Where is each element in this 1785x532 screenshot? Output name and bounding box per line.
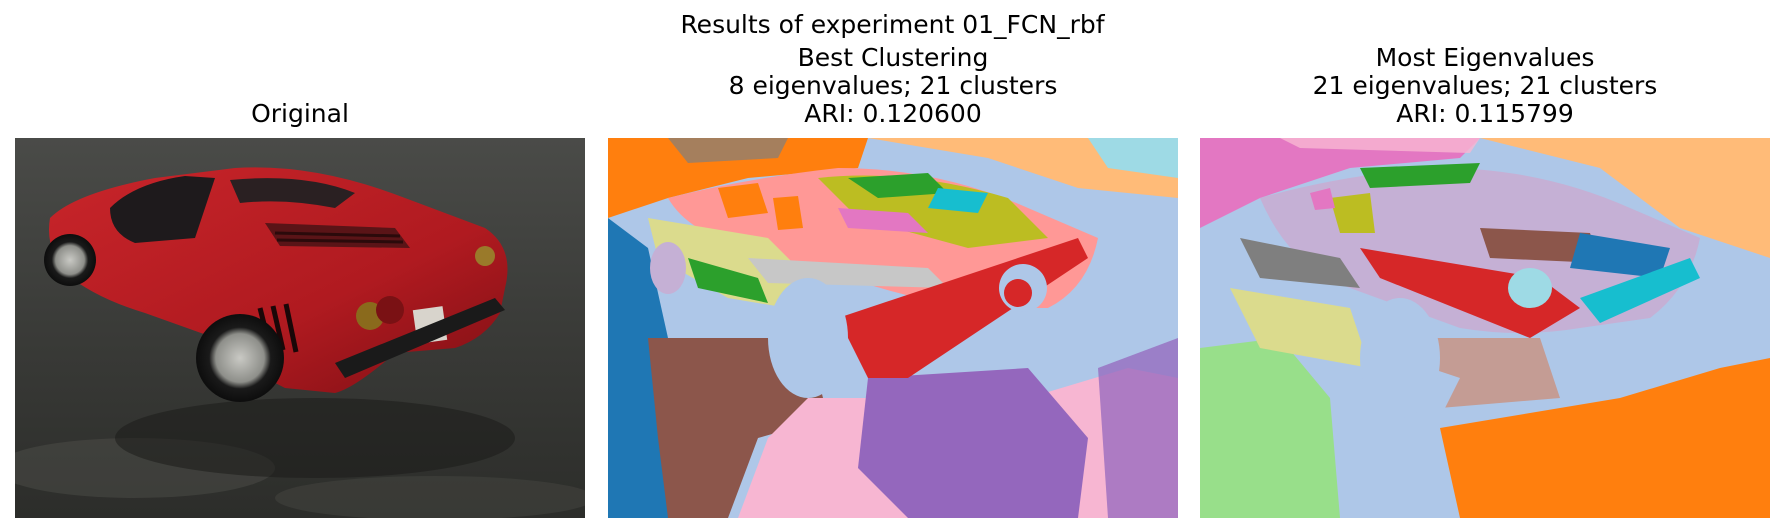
figure-title: Results of experiment 01_FCN_rbf [680, 10, 1105, 39]
best-clustering-title-line: Best Clustering [797, 43, 989, 72]
original-title-line: Original [251, 99, 349, 128]
most-eigenvalues-eigenvalues-line: 21 eigenvalues; 21 clusters [1312, 71, 1658, 100]
original-panel-title: Original [15, 100, 585, 128]
best-clustering-panel-title: Best Clustering 8 eigenvalues; 21 cluste… [608, 44, 1178, 128]
best-clustering-segmentation [608, 138, 1178, 518]
best-clustering-ari-line: ARI: 0.120600 [804, 99, 982, 128]
most-eigenvalues-cluster-map [1200, 138, 1770, 518]
most-eigenvalues-segmentation [1200, 138, 1770, 518]
best-clustering-eigenvalues-line: 8 eigenvalues; 21 clusters [728, 71, 1058, 100]
most-eigenvalues-title-line: Most Eigenvalues [1375, 43, 1595, 72]
best-clustering-cluster-map [608, 138, 1178, 518]
most-eigenvalues-ari-line: ARI: 0.115799 [1396, 99, 1574, 128]
original-photo [15, 138, 585, 518]
most-eigenvalues-panel-title: Most Eigenvalues 21 eigenvalues; 21 clus… [1200, 44, 1770, 128]
car-photo-illustration [15, 138, 585, 518]
